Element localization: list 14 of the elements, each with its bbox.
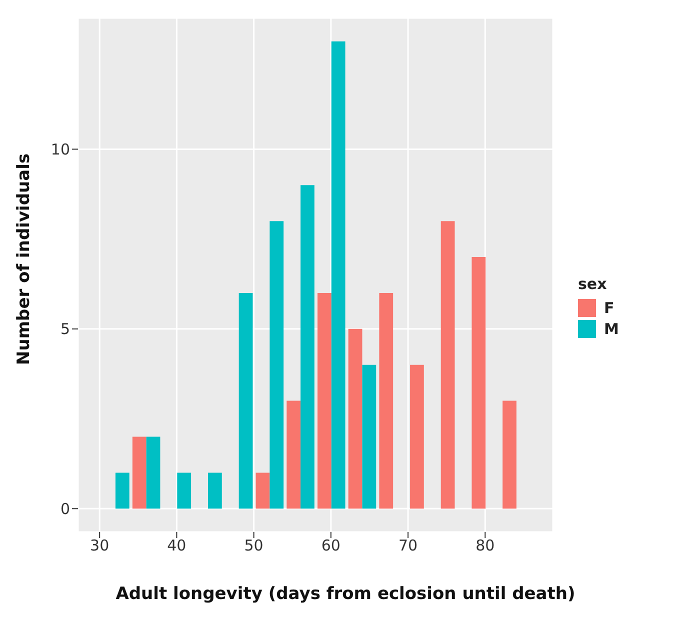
y-axis-title: Number of individuals xyxy=(14,153,34,365)
x-tick-label: 40 xyxy=(167,536,186,555)
x-tick-label: 50 xyxy=(244,536,264,555)
x-tick-label: 30 xyxy=(90,536,110,555)
y-tick-label: 5 xyxy=(60,320,70,338)
x-tick-label: 60 xyxy=(321,536,340,555)
y-tick-label: 10 xyxy=(50,140,70,159)
x-tick-label: 70 xyxy=(398,536,418,555)
x-tick-label: 80 xyxy=(476,536,495,555)
legend-title: sex xyxy=(578,275,608,293)
legend-label: F xyxy=(604,299,614,317)
y-tick-label: 0 xyxy=(60,500,70,518)
x-axis-title: Adult longevity (days from eclosion until death) xyxy=(114,584,576,604)
legend-label: M xyxy=(604,320,619,338)
